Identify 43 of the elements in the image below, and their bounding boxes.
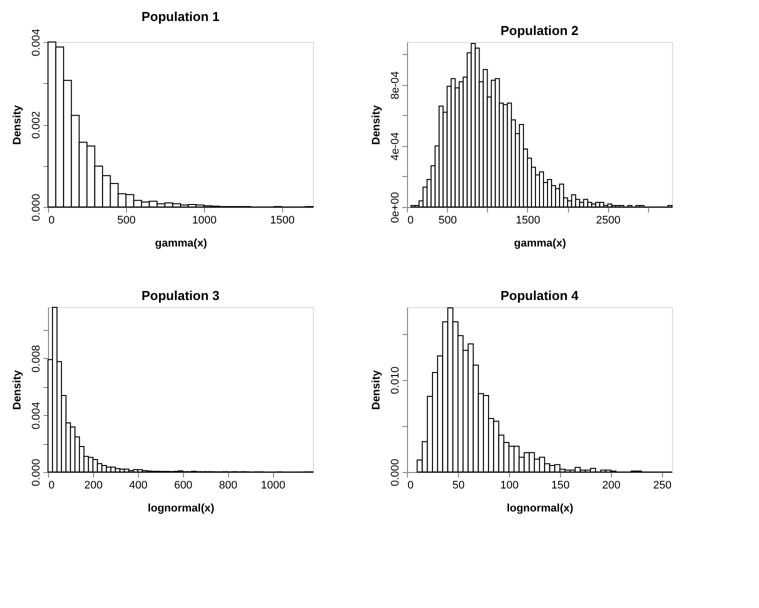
x-axis-title: lognormal(x): [506, 502, 574, 514]
x-tick-label: 250: [653, 480, 672, 492]
x-tick-label: 0: [408, 214, 414, 226]
x-tick-label: 0: [48, 480, 55, 492]
x-tick-label: 100: [500, 480, 519, 492]
x-tick-label: 1000: [260, 480, 286, 492]
y-axis-title: Density: [370, 104, 382, 145]
x-tick-label: 50: [452, 480, 465, 492]
x-tick-label: 200: [602, 480, 621, 492]
y-tick-label: 0.000: [30, 458, 42, 486]
x-tick-label: 1500: [270, 214, 295, 226]
chart-title: Population 3: [142, 288, 220, 303]
x-tick-label: 600: [174, 480, 192, 492]
x-tick-label: 0: [48, 214, 55, 226]
chart-title: Population 1: [142, 9, 220, 24]
chart-title: Population 2: [500, 23, 578, 38]
x-tick-label: 200: [84, 480, 103, 492]
y-tick-label: 8e-04: [390, 71, 402, 100]
y-tick-label: 0.004: [30, 28, 42, 56]
x-axis-title: gamma(x): [155, 238, 208, 250]
y-tick-label: 0.000: [30, 194, 42, 222]
chart-title: Population 4: [500, 288, 580, 303]
y-tick-label: 0.010: [390, 366, 402, 394]
x-tick-label: 400: [129, 480, 148, 492]
x-axis-title: gamma(x): [514, 238, 566, 250]
y-axis-title: Density: [12, 104, 24, 145]
y-tick-label: 0.002: [30, 111, 42, 139]
x-tick-label: 500: [438, 214, 457, 226]
x-tick-label: 800: [218, 480, 238, 492]
x-axis-title: lognormal(x): [148, 502, 215, 514]
y-axis-title: Density: [12, 369, 24, 410]
y-tick-label: 0.008: [30, 344, 42, 372]
x-tick-label: 150: [551, 480, 570, 492]
y-tick-label: 0.004: [30, 402, 42, 430]
x-tick-label: 500: [117, 214, 136, 226]
x-tick-label: 1000: [192, 214, 217, 226]
x-tick-label: 1500: [516, 214, 540, 226]
x-tick-label: 0: [408, 480, 414, 492]
y-axis-title: Density: [370, 369, 382, 410]
y-tick-label: 0.000: [390, 458, 402, 486]
x-tick-label: 2500: [596, 214, 620, 226]
y-tick-label: 0e+00: [390, 192, 402, 223]
y-tick-label: 4e-04: [390, 132, 402, 160]
